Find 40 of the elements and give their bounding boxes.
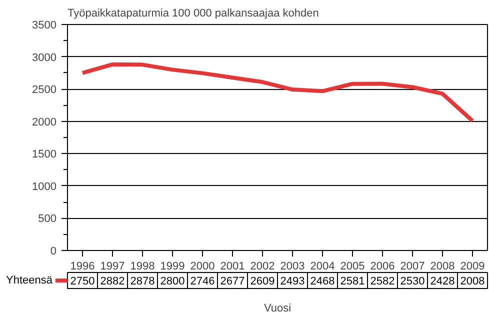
line-series: [80, 62, 474, 123]
x-tick-label: 2003: [280, 260, 305, 272]
chart-title: Työpaikkatapaturmia 100 000 palkansaajaa kohden: [68, 8, 319, 20]
y-tick-label: 500: [38, 213, 57, 226]
data-label: 2428: [430, 276, 455, 288]
x-tick-label: 2006: [370, 260, 395, 272]
data-label: 2878: [130, 276, 155, 288]
x-tick-label: 1997: [100, 260, 125, 272]
y-tick-label: 3500: [32, 20, 57, 32]
x-tick-label: 2009: [460, 260, 485, 272]
x-tick-label: 2001: [220, 260, 245, 272]
data-label: 2882: [100, 276, 125, 288]
x-tick-label: 2000: [190, 260, 215, 272]
x-tick-label: 2007: [400, 260, 425, 272]
x-tick-label: 1996: [70, 260, 95, 272]
data-label: 2493: [280, 276, 305, 288]
y-tick-label: 2000: [32, 116, 57, 128]
x-tick-label: 2004: [310, 260, 335, 272]
x-axis-title: Vuosi: [264, 302, 292, 314]
data-label: 2530: [400, 276, 425, 288]
y-tick-label: 3000: [32, 52, 57, 64]
data-label: 2468: [310, 276, 335, 288]
data-label: 2746: [190, 276, 215, 288]
data-label: 2677: [220, 276, 245, 288]
legend-label: Yhteensä: [6, 274, 54, 286]
y-tick-label: 1500: [32, 148, 57, 161]
y-tick-label: 2500: [32, 84, 57, 96]
x-tick-label: 2005: [340, 260, 365, 272]
data-label: 2582: [370, 276, 395, 288]
data-label: 2581: [340, 276, 365, 288]
x-tick-label: 2002: [250, 260, 275, 272]
y-tick-label: 0: [50, 246, 57, 258]
data-label: 2800: [160, 276, 185, 288]
y-tick-label: 1000: [32, 180, 57, 193]
x-tick-label: 1998: [130, 260, 155, 272]
data-label: 2008: [460, 276, 485, 288]
data-label: 2609: [250, 276, 275, 288]
x-tick-label: 1999: [160, 260, 185, 272]
x-tick-label: 2008: [430, 260, 455, 272]
data-label: 2750: [70, 276, 95, 288]
